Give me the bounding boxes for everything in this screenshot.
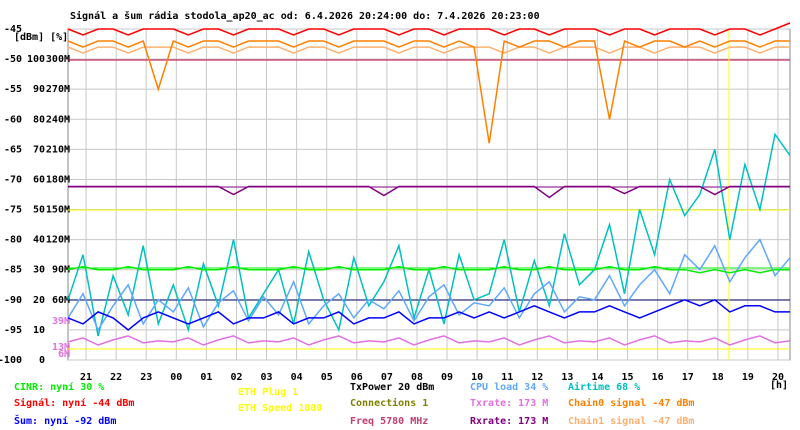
y-tick-label: -50 xyxy=(4,54,22,65)
y2-tick-label: 50 xyxy=(33,205,45,216)
x-tick-label: 05 xyxy=(321,372,333,383)
y2-tick-label: 30 xyxy=(33,265,45,276)
x-tick-label: 03 xyxy=(261,372,273,383)
y3-tick-label: 240M xyxy=(46,114,70,125)
series-line xyxy=(67,265,790,274)
legend-entry: Rxrate: 173 M xyxy=(470,416,548,427)
series-line xyxy=(67,39,790,144)
y2-tick-label: 100 xyxy=(27,54,45,65)
y2-tick-label: 70 xyxy=(33,144,45,155)
x-unit-label: [h] xyxy=(770,380,788,391)
y-tick-label: -85 xyxy=(4,265,22,276)
legend-entry: Airtime 68 % xyxy=(568,381,640,393)
y2-tick-label: 0 xyxy=(39,355,45,366)
y2-tick-label: 10 xyxy=(33,325,45,336)
x-tick-label: 07 xyxy=(381,372,393,383)
y3-tick-label: 13M xyxy=(52,342,70,353)
x-tick-label: 15 xyxy=(622,372,634,383)
y3-tick-label: 180M xyxy=(46,174,70,185)
plot-area xyxy=(67,28,791,361)
y-tick-label: -55 xyxy=(4,84,22,95)
legend-entry: CPU load 34 % xyxy=(470,382,548,393)
y-tick-label: -70 xyxy=(4,174,22,185)
x-tick-label: 21 xyxy=(80,372,92,383)
x-tick-label: 20 xyxy=(772,372,784,383)
y-tick-label: -75 xyxy=(4,205,22,216)
y2-tick-label: 90 xyxy=(33,84,45,95)
x-tick-label: 06 xyxy=(351,372,363,383)
y2-tick-label: 80 xyxy=(33,114,45,125)
y3-tick-label: 90M xyxy=(52,265,70,276)
x-tick-label: 19 xyxy=(742,372,754,383)
y-tick-label: -100 xyxy=(0,355,22,366)
x-tick-label: 23 xyxy=(140,372,152,383)
y-tick-label: -90 xyxy=(4,295,22,306)
x-tick-label: 10 xyxy=(471,372,483,383)
x-tick-label: 01 xyxy=(200,372,212,383)
x-tick-label: 02 xyxy=(230,372,242,383)
y2-tick-label: 40 xyxy=(33,235,45,246)
legend-entry: CINR: nyní 30 % xyxy=(14,381,104,393)
y3-tick-label: 150M xyxy=(46,205,70,216)
series-line xyxy=(67,335,791,346)
y3-tick-label: 6M xyxy=(58,349,70,360)
y2-tick-label: 20 xyxy=(33,295,45,306)
y-tick-label: -95 xyxy=(4,325,22,336)
x-tick-label: 04 xyxy=(291,372,303,383)
series-line xyxy=(68,185,790,199)
legend-entry: Chain0 signal -47 dBm xyxy=(568,397,694,409)
y3-tick-label: 300M xyxy=(46,54,70,65)
info-entry: TxPower 20 dBm xyxy=(350,382,434,393)
x-tick-label: 13 xyxy=(561,372,573,383)
y-unit-label: [dBm] [%] xyxy=(14,32,68,43)
y-tick-label: -80 xyxy=(4,235,22,246)
x-tick-label: 09 xyxy=(441,372,453,383)
y-tick-label: -45 xyxy=(4,24,22,35)
y3-tick-label: 60M xyxy=(52,295,70,306)
x-tick-label: 12 xyxy=(531,372,543,383)
x-tick-label: 00 xyxy=(170,372,182,383)
x-tick-label: 16 xyxy=(652,372,664,383)
x-tick-label: 17 xyxy=(682,372,694,383)
y-tick-label: -65 xyxy=(4,144,22,155)
y3-tick-label: 270M xyxy=(46,84,70,95)
x-tick-label: 22 xyxy=(110,372,122,383)
info-entry: ETH Plug 1 xyxy=(238,387,298,398)
y2-tick-label: 60 xyxy=(33,174,45,185)
info-entry: ETH Speed 1000 xyxy=(238,403,322,414)
x-tick-label: 18 xyxy=(712,372,724,383)
x-tick-label: 11 xyxy=(501,372,513,383)
series-line xyxy=(67,46,790,54)
y3-tick-label: 120M xyxy=(46,235,70,246)
series-line xyxy=(67,238,791,332)
chart-title: Signál a šum rádia stodola_ap20_ac od: 6… xyxy=(70,10,540,22)
series-line xyxy=(67,22,791,36)
info-entry: Connections 1 xyxy=(350,397,428,409)
y3-tick-label: 39M xyxy=(52,316,70,327)
x-tick-label: 14 xyxy=(591,372,603,383)
series-line xyxy=(67,298,790,331)
legend-entry: Chain1 signal -47 dBm xyxy=(568,415,694,427)
info-entry: Freq 5780 MHz xyxy=(350,416,428,427)
y3-tick-label: 210M xyxy=(46,144,70,155)
legend-entry: Txrate: 173 M xyxy=(470,398,548,409)
y-tick-label: -60 xyxy=(4,114,22,125)
legend-entry: Šum: nyní -92 dBm xyxy=(14,414,116,427)
x-tick-label: 08 xyxy=(411,372,423,383)
legend-entry: Signál: nyní -44 dBm xyxy=(14,397,134,409)
